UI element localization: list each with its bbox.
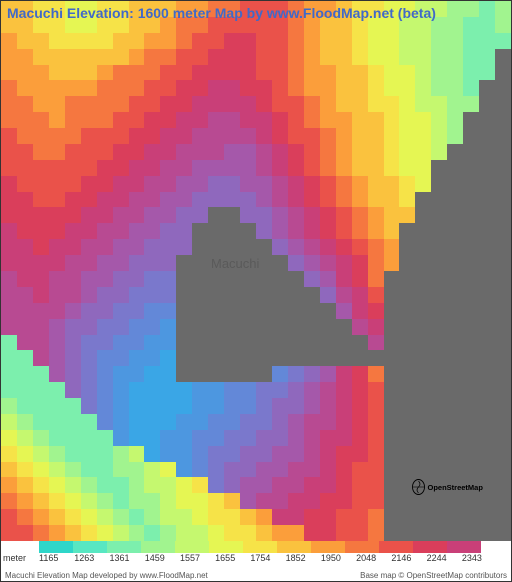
legend-unit: meter — [1, 553, 39, 563]
footer-credit-right: Base map © OpenStreetMap contributors — [360, 571, 507, 580]
map-title: Macuchi Elevation: 1600 meter Map by www… — [7, 5, 436, 21]
legend-value: 1557 — [180, 553, 215, 563]
legend-value: 1165 — [39, 553, 74, 563]
legend-value: 1459 — [145, 553, 180, 563]
legend: meter 1165126313611459155716551754185219… — [1, 541, 511, 567]
map-container: Macuchi Elevation: 1600 meter Map by www… — [0, 0, 512, 582]
place-label: Macuchi — [211, 256, 259, 271]
footer: Macuchi Elevation Map developed by www.F… — [1, 571, 511, 580]
legend-value: 1655 — [215, 553, 250, 563]
legend-value: 1950 — [321, 553, 356, 563]
legend-labels: meter 1165126313611459155716551754185219… — [1, 553, 497, 563]
legend-value: 2048 — [356, 553, 391, 563]
legend-value: 1754 — [250, 553, 285, 563]
svg-text:OpenStreetMap: OpenStreetMap — [428, 483, 484, 492]
legend-value: 1361 — [109, 553, 144, 563]
openstreetmap-logo: OpenStreetMap — [411, 478, 501, 496]
elevation-map: Macuchi OpenStreetMap — [1, 1, 511, 541]
legend-value: 2343 — [462, 553, 497, 563]
legend-value: 2146 — [391, 553, 426, 563]
footer-credit-left: Macuchi Elevation Map developed by www.F… — [5, 571, 208, 580]
legend-value: 1263 — [74, 553, 109, 563]
legend-value: 2244 — [427, 553, 462, 563]
legend-colorbar — [39, 541, 481, 553]
legend-value: 1852 — [286, 553, 321, 563]
